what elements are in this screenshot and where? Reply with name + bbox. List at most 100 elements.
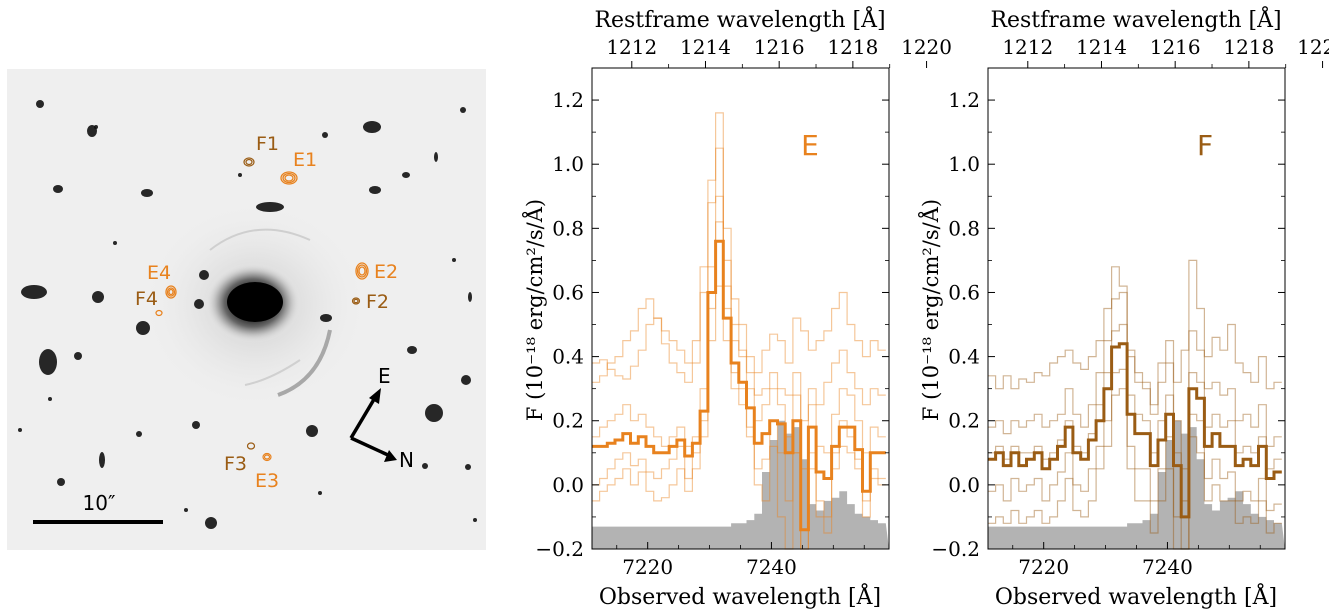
image-label-f3: F3 bbox=[224, 453, 247, 475]
image-label-e3: E3 bbox=[255, 470, 279, 492]
contour-e1 bbox=[280, 171, 298, 185]
individual-spectrum-f3 bbox=[988, 368, 1282, 550]
image-label-e1: E1 bbox=[293, 149, 317, 171]
x-axis-title-f: Observed wavelength [Å] bbox=[995, 582, 1277, 610]
galaxy-sources bbox=[18, 100, 477, 529]
background-galaxy bbox=[205, 517, 217, 529]
sky-noise-area-f bbox=[988, 420, 1285, 549]
y-tick-label-e: 0.8 bbox=[552, 216, 584, 240]
individual-spectrum-e4 bbox=[592, 285, 886, 550]
panel-label-e: E bbox=[801, 129, 819, 162]
background-galaxy bbox=[141, 189, 153, 197]
background-galaxy bbox=[473, 518, 477, 522]
image-label-e4: E4 bbox=[147, 262, 171, 284]
plot-frame-e bbox=[591, 67, 890, 550]
y-tick-label-f: 0.4 bbox=[948, 345, 980, 369]
background-galaxy bbox=[452, 258, 456, 262]
y-tick-label-f: 0.6 bbox=[948, 280, 980, 304]
y-tick-label-f: −0.2 bbox=[931, 537, 980, 561]
y-tick-label-e: −0.2 bbox=[535, 537, 584, 561]
background-galaxy bbox=[18, 428, 22, 432]
compass-arrowhead-e bbox=[369, 388, 381, 404]
x-tick-label-f: 7240 bbox=[1142, 555, 1193, 579]
background-galaxy bbox=[407, 346, 417, 354]
contour-f2 bbox=[351, 297, 361, 305]
background-galaxy bbox=[422, 463, 428, 469]
compass-arrow-n bbox=[350, 436, 389, 457]
contour-e3 bbox=[262, 452, 272, 462]
contour-f1 bbox=[243, 157, 255, 167]
y-tick-label-f: 1.0 bbox=[948, 152, 980, 176]
top-tick-label-e: 1214 bbox=[680, 35, 731, 59]
top-tick-label-f: 1218 bbox=[1223, 35, 1274, 59]
spectrum-panel-f: −0.2 0.0 0.2 0.4 0.6 0.8 1.0 1.2 7220 7240 1212 121… bbox=[918, 5, 1329, 610]
image-label-f1: F1 bbox=[256, 133, 279, 155]
background-galaxy bbox=[318, 491, 322, 495]
individual-spectrum-f1 bbox=[988, 259, 1282, 406]
y-tick-label-f: 0.2 bbox=[948, 409, 980, 433]
top-tick-label-f: 1214 bbox=[1076, 35, 1127, 59]
background-galaxy bbox=[194, 299, 204, 309]
scale-bar: 10″ bbox=[33, 491, 163, 524]
background-galaxy bbox=[461, 375, 471, 385]
background-galaxy bbox=[256, 202, 284, 212]
image-label-e2: E2 bbox=[374, 261, 398, 283]
individual-spectrum-f4 bbox=[988, 388, 1282, 550]
background-galaxy bbox=[434, 152, 438, 162]
spectrum-plot-e: −0.2 0.0 0.2 0.4 0.6 0.8 1.0 1.2 7220 7240 1212 121… bbox=[535, 35, 952, 579]
background-galaxy bbox=[99, 452, 105, 468]
y-tick-label-e: 0.2 bbox=[552, 409, 584, 433]
background-galaxy bbox=[425, 404, 443, 422]
top-axis-title-e: Restframe wavelength [Å] bbox=[594, 5, 885, 33]
background-galaxy bbox=[192, 421, 200, 429]
sky-noise-area-e bbox=[592, 420, 889, 549]
lensed-arc-faint bbox=[244, 359, 301, 386]
mean-spectrum-e bbox=[592, 239, 886, 532]
scale-bar-label: 10″ bbox=[83, 491, 116, 515]
background-galaxy bbox=[36, 100, 44, 108]
individual-spectrum-e2 bbox=[592, 147, 886, 422]
top-tick-label-e: 1212 bbox=[606, 35, 657, 59]
plot-area-e bbox=[592, 68, 889, 549]
compass: E N bbox=[349, 364, 414, 472]
y-tick-label-f: 1.2 bbox=[948, 88, 980, 112]
sky-image-panel: F1 E1 E4 F4 E2 F2 F3 E3 E N 10″ bbox=[7, 69, 486, 550]
top-tick-label-f: 1220 bbox=[1297, 35, 1329, 59]
x-axis-title-e: Observed wavelength [Å] bbox=[599, 582, 881, 610]
top-tick-label-f: 1216 bbox=[1150, 35, 1201, 59]
top-tick-label-e: 1218 bbox=[827, 35, 878, 59]
compass-arrowhead-n bbox=[384, 450, 397, 462]
background-galaxy bbox=[53, 185, 63, 193]
background-galaxy bbox=[136, 431, 142, 437]
image-label-f4: F4 bbox=[135, 288, 158, 310]
background-galaxy bbox=[39, 349, 57, 375]
background-galaxy bbox=[363, 121, 381, 133]
background-galaxy bbox=[48, 397, 52, 401]
x-tick-label-e: 7240 bbox=[746, 555, 797, 579]
y-tick-label-e: 0.4 bbox=[552, 345, 584, 369]
lensed-arc-right bbox=[277, 329, 332, 397]
compass-label-n: N bbox=[399, 448, 414, 472]
y-tick-label-e: 1.2 bbox=[552, 88, 584, 112]
contour-f4 bbox=[155, 309, 163, 317]
x-tick-label-e: 7220 bbox=[622, 555, 673, 579]
top-tick-label-e: 1216 bbox=[754, 35, 805, 59]
y-tick-label-e: 0.0 bbox=[552, 473, 584, 497]
background-galaxy bbox=[238, 173, 242, 177]
background-galaxy bbox=[136, 321, 150, 335]
lensed-arc-top bbox=[209, 228, 311, 251]
spectrum-panel-e: −0.2 0.0 0.2 0.4 0.6 0.8 1.0 1.2 7220 7240 1212 121… bbox=[522, 5, 952, 610]
y-axis-title-e: F (10⁻¹⁸ erg/cm²/s/Å) bbox=[522, 199, 547, 421]
background-galaxy bbox=[184, 508, 188, 512]
top-axis-title-f: Restframe wavelength [Å] bbox=[990, 5, 1281, 33]
spectrum-plot-f: −0.2 0.0 0.2 0.4 0.6 0.8 1.0 1.2 7220 7240 1212 121… bbox=[931, 35, 1329, 579]
image-label-f2: F2 bbox=[366, 291, 389, 313]
y-axis-title-f: F (10⁻¹⁸ erg/cm²/s/Å) bbox=[918, 199, 943, 421]
contour-e2 bbox=[355, 262, 369, 280]
background-galaxy bbox=[74, 352, 82, 360]
bcg-core bbox=[227, 282, 283, 322]
background-galaxy bbox=[465, 464, 471, 470]
individual-spectrum-f2 bbox=[988, 291, 1282, 470]
background-galaxy bbox=[113, 241, 117, 245]
